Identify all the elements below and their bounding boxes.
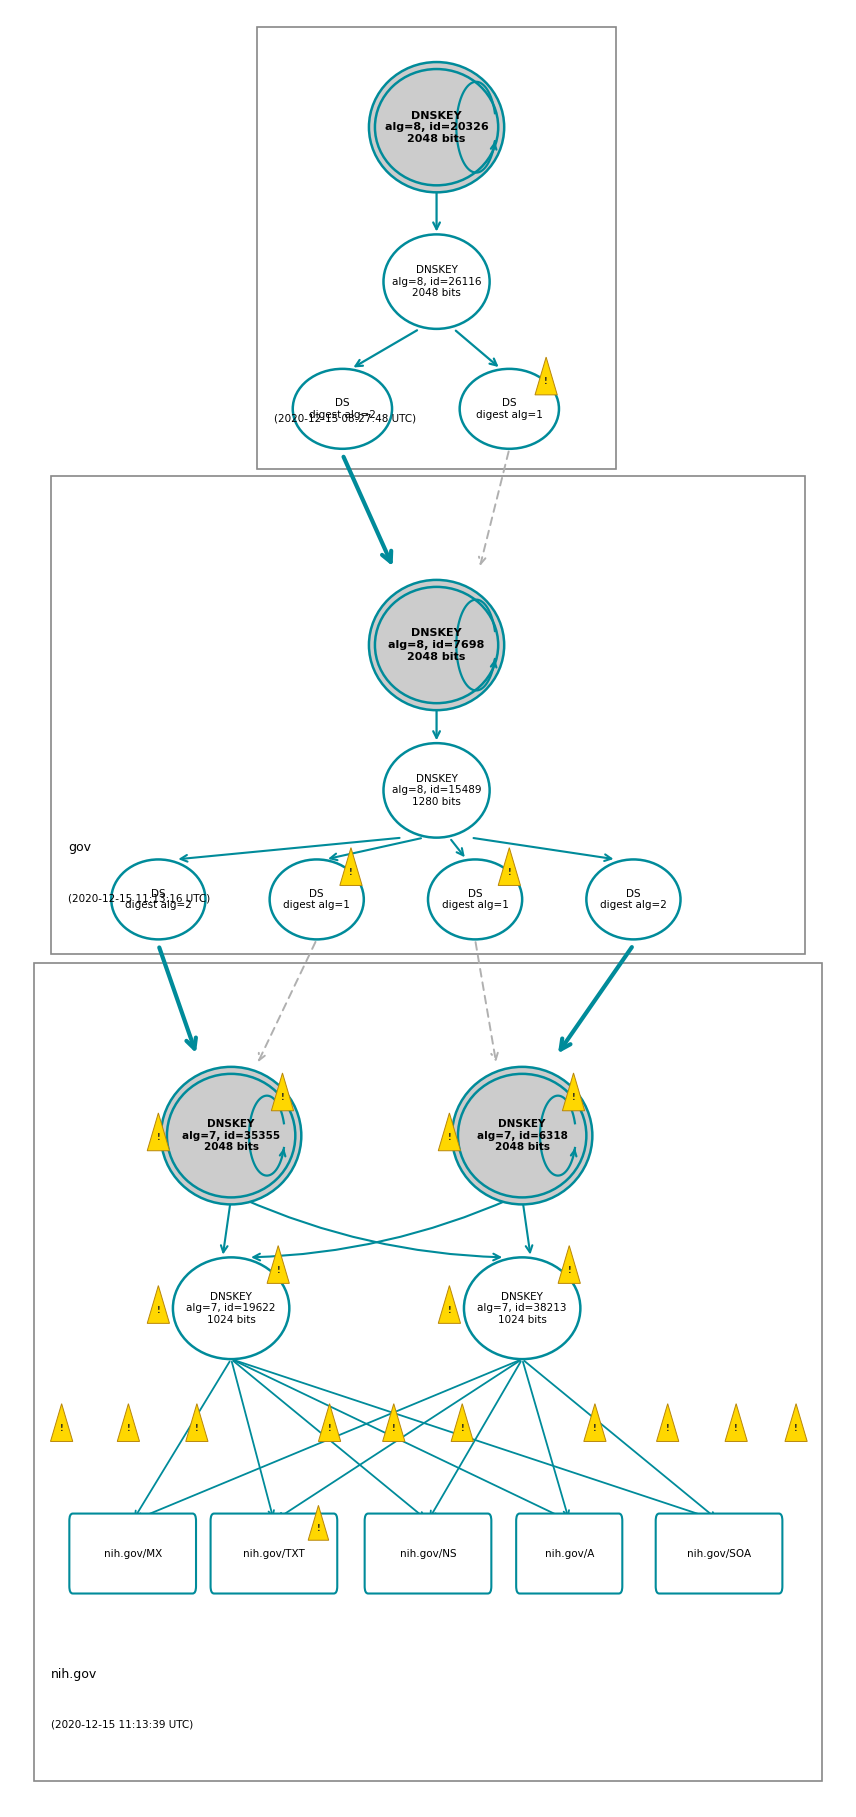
Polygon shape (584, 1405, 606, 1441)
FancyBboxPatch shape (257, 27, 616, 469)
Polygon shape (51, 1405, 73, 1441)
Text: !: ! (157, 1306, 160, 1316)
Text: DNSKEY
alg=8, id=26116
2048 bits: DNSKEY alg=8, id=26116 2048 bits (392, 265, 481, 298)
Ellipse shape (161, 1067, 301, 1205)
Polygon shape (498, 849, 520, 885)
Text: (2020-12-15 08:27:48 UTC): (2020-12-15 08:27:48 UTC) (274, 412, 416, 423)
Text: DNSKEY
alg=8, id=15489
1280 bits: DNSKEY alg=8, id=15489 1280 bits (392, 774, 481, 807)
Polygon shape (267, 1246, 289, 1283)
Text: nih.gov/A: nih.gov/A (544, 1548, 594, 1559)
Polygon shape (535, 358, 557, 394)
Ellipse shape (458, 1074, 586, 1197)
Text: DS
digest alg=1: DS digest alg=1 (476, 398, 543, 420)
Text: !: ! (392, 1425, 395, 1434)
Text: !: ! (461, 1425, 464, 1434)
Text: nih.gov/TXT: nih.gov/TXT (243, 1548, 305, 1559)
Ellipse shape (167, 1074, 295, 1197)
Ellipse shape (375, 587, 498, 703)
Ellipse shape (293, 369, 392, 449)
Text: gov: gov (68, 841, 92, 854)
Polygon shape (438, 1286, 461, 1323)
Ellipse shape (452, 1067, 592, 1205)
Text: DNSKEY
alg=7, id=35355
2048 bits: DNSKEY alg=7, id=35355 2048 bits (182, 1119, 280, 1152)
Text: !: ! (349, 869, 353, 878)
Text: !: ! (317, 1523, 320, 1532)
FancyBboxPatch shape (516, 1514, 622, 1594)
FancyBboxPatch shape (211, 1514, 337, 1594)
Polygon shape (147, 1114, 169, 1150)
Text: DS
digest alg=1: DS digest alg=1 (283, 889, 350, 910)
Ellipse shape (383, 743, 490, 838)
Text: !: ! (734, 1425, 738, 1434)
Polygon shape (340, 849, 362, 885)
Polygon shape (318, 1405, 341, 1441)
Ellipse shape (173, 1257, 289, 1359)
Text: DS
digest alg=1: DS digest alg=1 (442, 889, 508, 910)
Text: !: ! (328, 1425, 331, 1434)
FancyBboxPatch shape (656, 1514, 782, 1594)
Ellipse shape (270, 859, 364, 939)
Text: (2020-12-15 11:13:39 UTC): (2020-12-15 11:13:39 UTC) (51, 1719, 193, 1730)
Text: !: ! (448, 1306, 451, 1316)
Text: !: ! (508, 869, 511, 878)
Polygon shape (657, 1405, 679, 1441)
Text: !: ! (448, 1134, 451, 1143)
Polygon shape (308, 1504, 329, 1541)
Polygon shape (438, 1114, 461, 1150)
Text: !: ! (568, 1266, 571, 1276)
Ellipse shape (464, 1257, 580, 1359)
Text: !: ! (195, 1425, 199, 1434)
Text: DNSKEY
alg=7, id=6318
2048 bits: DNSKEY alg=7, id=6318 2048 bits (477, 1119, 568, 1152)
Polygon shape (186, 1405, 208, 1441)
Text: nih.gov/MX: nih.gov/MX (104, 1548, 162, 1559)
FancyBboxPatch shape (51, 476, 805, 954)
Polygon shape (117, 1405, 140, 1441)
Text: !: ! (127, 1425, 130, 1434)
Ellipse shape (428, 859, 522, 939)
Text: DS
digest alg=2: DS digest alg=2 (309, 398, 376, 420)
Polygon shape (271, 1074, 294, 1110)
Text: DNSKEY
alg=8, id=20326
2048 bits: DNSKEY alg=8, id=20326 2048 bits (384, 111, 489, 144)
Polygon shape (147, 1286, 169, 1323)
Text: DNSKEY
alg=7, id=19622
1024 bits: DNSKEY alg=7, id=19622 1024 bits (187, 1292, 276, 1325)
Polygon shape (785, 1405, 807, 1441)
Text: !: ! (794, 1425, 798, 1434)
Text: DNSKEY
alg=8, id=7698
2048 bits: DNSKEY alg=8, id=7698 2048 bits (389, 629, 484, 661)
Text: (2020-12-15 11:13:16 UTC): (2020-12-15 11:13:16 UTC) (68, 892, 211, 903)
Polygon shape (725, 1405, 747, 1441)
Text: nih.gov/NS: nih.gov/NS (400, 1548, 456, 1559)
Ellipse shape (586, 859, 681, 939)
Ellipse shape (111, 859, 205, 939)
FancyBboxPatch shape (69, 1514, 196, 1594)
Text: !: ! (593, 1425, 597, 1434)
FancyBboxPatch shape (34, 963, 822, 1781)
Text: !: ! (276, 1266, 280, 1276)
Text: !: ! (60, 1425, 63, 1434)
Text: !: ! (281, 1094, 284, 1103)
FancyBboxPatch shape (365, 1514, 491, 1594)
Polygon shape (451, 1405, 473, 1441)
Text: DS
digest alg=2: DS digest alg=2 (600, 889, 667, 910)
Polygon shape (562, 1074, 585, 1110)
Text: !: ! (157, 1134, 160, 1143)
Ellipse shape (383, 234, 490, 329)
Text: !: ! (544, 378, 548, 387)
Text: !: ! (666, 1425, 669, 1434)
Text: nih.gov/SOA: nih.gov/SOA (687, 1548, 751, 1559)
Text: nih.gov: nih.gov (51, 1668, 98, 1681)
Ellipse shape (460, 369, 559, 449)
Ellipse shape (369, 580, 504, 710)
Ellipse shape (369, 62, 504, 193)
Polygon shape (558, 1246, 580, 1283)
Ellipse shape (375, 69, 498, 185)
Polygon shape (383, 1405, 405, 1441)
Text: DNSKEY
alg=7, id=38213
1024 bits: DNSKEY alg=7, id=38213 1024 bits (478, 1292, 567, 1325)
Text: DS
digest alg=2: DS digest alg=2 (125, 889, 192, 910)
Text: !: ! (572, 1094, 575, 1103)
